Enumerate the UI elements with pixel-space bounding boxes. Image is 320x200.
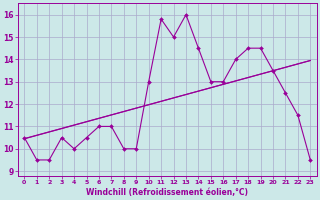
X-axis label: Windchill (Refroidissement éolien,°C): Windchill (Refroidissement éolien,°C) [86, 188, 248, 197]
